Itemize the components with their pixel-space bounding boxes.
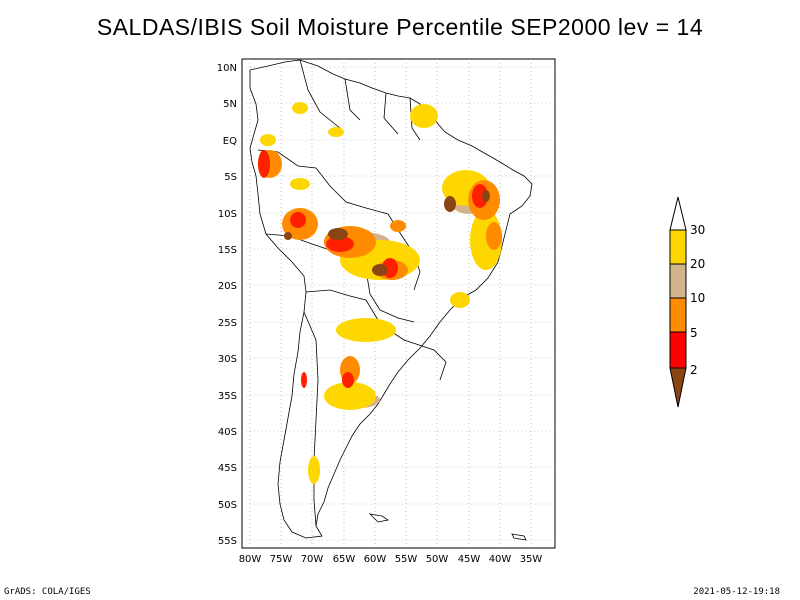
colorbar-bin-2-5 xyxy=(669,331,687,369)
map-frame xyxy=(241,58,556,549)
lat-tick-label: 50S xyxy=(218,500,237,511)
lat-tick-label: 35S xyxy=(218,391,237,402)
lon-tick-label: 70W xyxy=(301,554,324,565)
lat-tick-label: 55S xyxy=(218,536,237,547)
lat-tick-label: 30S xyxy=(218,354,237,365)
colorbar-label-20: 20 xyxy=(690,257,705,271)
plot-title: SALDAS/IBIS Soil Moisture Percentile SEP… xyxy=(96,14,704,40)
gridlines xyxy=(242,59,555,548)
footer-timestamp: 2021-05-12-19:18 xyxy=(693,587,780,597)
colorbar-top-triangle xyxy=(669,196,687,231)
lon-tick-label: 35W xyxy=(520,554,543,565)
lon-tick-label: 75W xyxy=(270,554,293,565)
colorbar-label-10: 10 xyxy=(690,291,705,305)
colorbar-label-30: 30 xyxy=(690,223,705,237)
lat-tick-label: 15S xyxy=(218,245,237,256)
soil-moisture-shading xyxy=(258,102,502,484)
lat-tick-label: 5S xyxy=(224,172,237,183)
colorbar: 30 20 10 5 2 xyxy=(669,196,705,408)
lon-tick-label: 65W xyxy=(333,554,356,565)
colorbar-bin-10-20 xyxy=(669,263,687,299)
lat-tick-label: 10S xyxy=(218,209,237,220)
colorbar-bin-20-30 xyxy=(669,229,687,265)
colorbar-label-2: 2 xyxy=(690,363,698,377)
footer-credit: GrADS: COLA/IGES xyxy=(4,587,91,597)
lon-tick-label: 40W xyxy=(489,554,512,565)
lat-tick-label: 45S xyxy=(218,463,237,474)
axis-ticks: 10N 5N EQ 5S 10S 15S 20S 25S 30S 35S 40S 45S 50S 55S8… xyxy=(217,63,543,565)
class-2-5 xyxy=(258,150,488,388)
lon-tick-label: 45W xyxy=(458,554,481,565)
lat-tick-label: 25S xyxy=(218,318,237,329)
lon-tick-label: 80W xyxy=(239,554,262,565)
lat-tick-label: 20S xyxy=(218,281,237,292)
colorbar-label-5: 5 xyxy=(690,326,698,340)
lon-tick-label: 60W xyxy=(364,554,387,565)
class-below-2 xyxy=(284,190,490,276)
lat-tick-label: 10N xyxy=(217,63,237,74)
lon-tick-label: 50W xyxy=(426,554,449,565)
colorbar-bottom-triangle xyxy=(669,367,687,408)
colorbar-bin-5-10 xyxy=(669,297,687,333)
lat-tick-label: 5N xyxy=(223,99,237,110)
lat-tick-label: 40S xyxy=(218,427,237,438)
lat-tick-label: EQ xyxy=(223,136,237,147)
lon-tick-label: 55W xyxy=(395,554,418,565)
